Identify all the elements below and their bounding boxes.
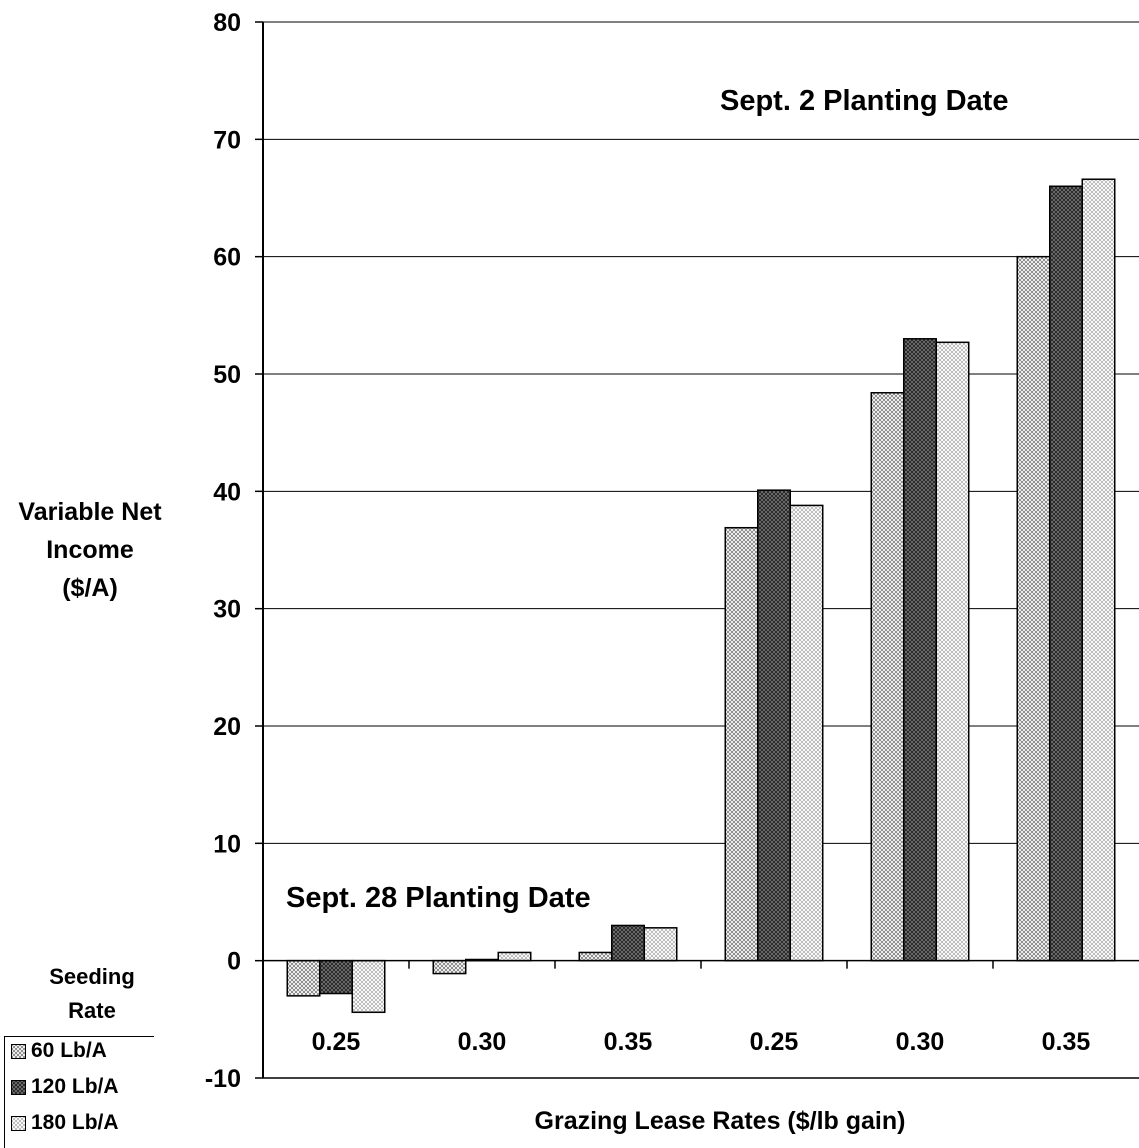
bar [432,959,467,975]
legend-swatch [11,1079,26,1095]
annotation-sept-2: Sept. 2 Planting Date [720,85,1009,117]
legend-item: 60 Lb/A [11,1039,107,1063]
axes [255,21,1139,1079]
legend-swatch [11,1043,26,1059]
gridlines [263,21,1139,844]
y-tick-label: 40 [213,478,241,506]
bar [643,927,678,962]
bar [903,338,937,962]
x-tick-label: 0.35 [1042,1028,1091,1056]
y-axis-label-line: ($/A) [62,574,118,602]
y-tick-label: 0 [227,948,241,976]
legend-label: 120 Lb/A [31,1075,119,1098]
y-tick-label: 20 [213,713,241,741]
bars [286,178,1116,1014]
x-tick-label: 0.25 [750,1028,799,1056]
y-tick-label: -10 [205,1065,241,1093]
y-axis-label: Variable Net Income ($/A) [0,493,180,607]
bar [789,504,824,962]
bar [935,341,970,962]
bar [286,959,321,997]
y-tick-label: 10 [213,830,241,858]
bar [319,959,353,995]
bar [497,951,532,962]
x-tick-label: 0.30 [458,1028,507,1056]
legend-swatch [11,1115,26,1131]
legend-label: 180 Lb/A [31,1111,119,1134]
x-tick-label: 0.30 [896,1028,945,1056]
y-tick-labels: 80 70 60 50 40 30 20 10 0 -10 [205,9,241,1093]
y-axis-label-line: Variable Net [18,498,162,526]
bar [1049,185,1083,962]
legend: 60 Lb/A 120 Lb/A 180 Lb/A [4,1036,154,1148]
legend-title-line: Seeding [49,964,135,989]
x-tick-labels: 0.25 0.30 0.35 0.25 0.30 0.35 [312,1028,1091,1056]
legend-title-line: Rate [68,998,116,1023]
legend-item: 120 Lb/A [11,1075,119,1099]
bar [351,959,386,1014]
y-tick-label: 80 [213,9,241,37]
bar [611,924,645,962]
bar [1081,178,1116,962]
x-axis-label: Grazing Lease Rates ($/lb gain) [534,1107,906,1135]
annotation-sept-28: Sept. 28 Planting Date [286,882,591,914]
legend-label: 60 Lb/A [31,1039,107,1062]
bar [724,526,759,962]
y-axis-label-line: Income [46,536,134,564]
legend-item: 180 Lb/A [11,1111,119,1135]
y-tick-label: 60 [213,244,241,272]
bar [578,951,613,962]
legend-title: Seeding Rate [22,960,162,1028]
x-tick-label: 0.25 [312,1028,361,1056]
y-tick-label: 50 [213,361,241,389]
bar [757,489,791,962]
y-tick-label: 70 [213,126,241,154]
bar [1016,255,1051,962]
x-tick-label: 0.35 [604,1028,653,1056]
y-tick-label: 30 [213,596,241,624]
bar [870,392,905,962]
